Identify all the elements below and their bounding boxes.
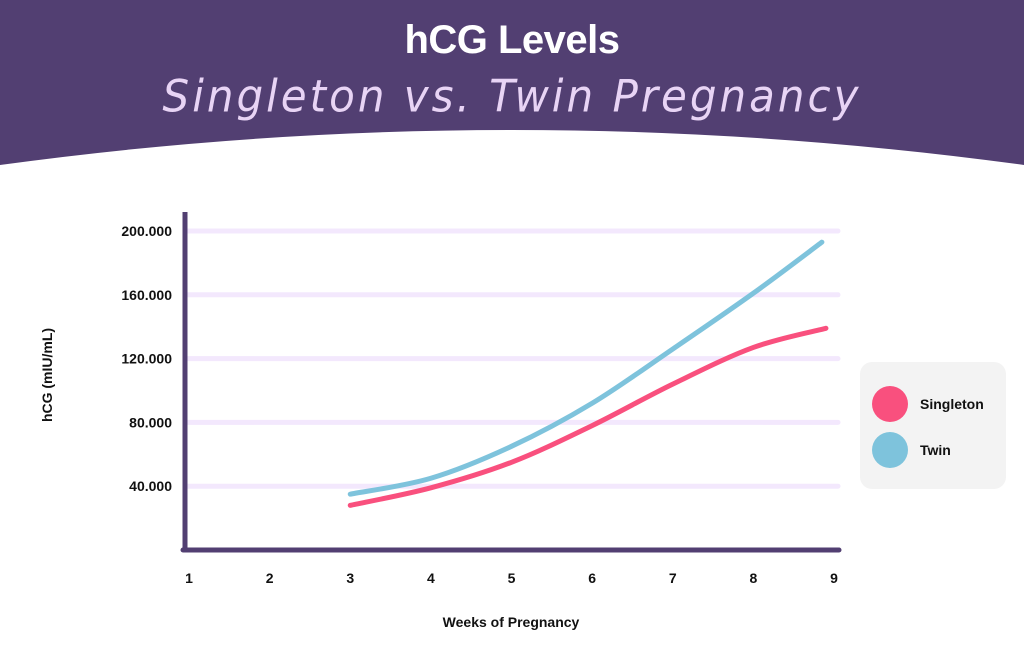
y-tick-label: 160.000 [121,287,172,303]
x-tick-label: 4 [427,570,435,586]
x-tick-label: 5 [508,570,516,586]
y-tick-label: 200.000 [121,223,172,239]
legend-swatch-singleton [872,386,908,422]
legend-item-twin: Twin [872,432,951,468]
x-axis-label: Weeks of Pregnancy [443,614,580,630]
x-tick-label: 2 [266,570,274,586]
x-tick-label: 9 [830,570,838,586]
chart-title: hCG Levels [404,18,620,62]
header-banner [0,0,1024,165]
legend-swatch-twin [872,432,908,468]
series-line-twin [347,239,825,497]
legend-label: Twin [920,442,951,458]
x-tick-label: 6 [588,570,596,586]
x-tick-label: 1 [185,570,193,586]
legend-item-singleton: Singleton [872,386,984,422]
legend: Singleton Twin [860,362,1006,489]
y-tick-label: 120.000 [121,351,172,367]
legend-label: Singleton [920,396,984,412]
chart-subtitle: Singleton vs. Twin Pregnancy [162,70,862,123]
y-tick-label: 80.000 [129,414,172,430]
x-tick-label: 3 [346,570,354,586]
x-tick-label: 7 [669,570,677,586]
y-axis-label: hCG (mIU/mL) [39,328,55,422]
x-tick-label: 8 [749,570,757,586]
series-line-singleton [347,325,829,508]
y-tick-label: 40.000 [129,478,172,494]
